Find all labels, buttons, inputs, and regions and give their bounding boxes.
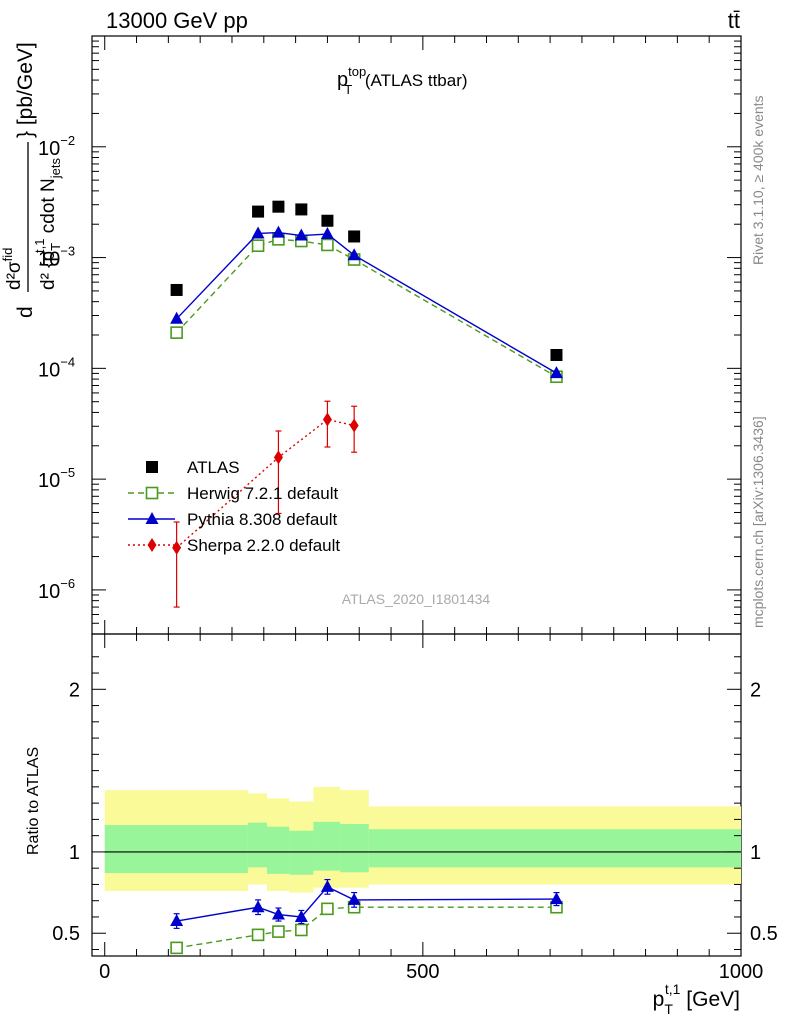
ratio-y-tick-label-right: 1 (750, 842, 761, 864)
pythia-point (271, 225, 285, 238)
ratio-plot-area: 0.5 0.5 1 1 2 2 0 500 1000 (52, 634, 778, 983)
ratio-pythia-point (347, 892, 361, 905)
pythia-point (320, 227, 334, 240)
legend-pythia-label: Pythia 8.308 default (187, 510, 338, 529)
atlas-point (295, 203, 308, 216)
ratio-y-tick-label: 0.5 (52, 923, 80, 945)
ratio-herwig-point (251, 928, 265, 942)
ratio-pythia-point (271, 907, 285, 920)
legend: ATLAS Herwig 7.2.1 default Pythia 8.308 de… (128, 458, 340, 555)
pythia-point (347, 248, 361, 261)
pythia-point (549, 366, 563, 379)
x-tick-label: 1000 (719, 961, 764, 983)
y-tick-label: 10−2 (38, 133, 75, 160)
main-plot-area: 10−6 10−5 10−4 10−3 10−2 (38, 35, 742, 635)
svg-text:d²σfid: d²σfid (0, 248, 25, 290)
y-tick-label: 10−5 (38, 465, 75, 492)
legend-atlas-marker (146, 461, 158, 473)
legend-sherpa-marker (147, 538, 157, 552)
uncertainty-band-stat (104, 825, 248, 874)
ratio-y-tick-label-right: 2 (750, 679, 761, 701)
ratio-herwig-point (170, 941, 183, 955)
ratio-pythia-point (170, 914, 184, 927)
atlas-point (321, 214, 334, 227)
pythia-point (294, 228, 308, 241)
herwig-point (170, 326, 183, 339)
ratio-pythia-point (549, 892, 563, 905)
ratio-y-tick-label: 2 (69, 679, 80, 701)
svg-text:d² {pTt,1 cdot Njets: d² {pTt,1 cdot Njets (32, 158, 63, 290)
legend-pythia-marker (145, 512, 159, 524)
ratio-y-axis-label: Ratio to ATLAS (25, 747, 42, 855)
uncertainty-band-stat (247, 822, 267, 868)
atlas-point (348, 230, 361, 243)
uncertainty-band-stat (266, 826, 290, 874)
ratio-y-tick-label: 1 (69, 842, 80, 864)
ratio-herwig-point (272, 925, 285, 938)
header-process-label: tt̄ (728, 8, 740, 33)
uncertainty-band-stat (340, 823, 369, 873)
y-tick-label: 10−3 (38, 244, 75, 271)
mcplots-label: mcplots.cern.ch [arXiv:1306.3436] (750, 416, 766, 628)
ratio-pythia-point (251, 900, 265, 913)
atlas-point (252, 205, 265, 218)
rivet-label: Rivet 3.1.10, ≥ 400k events (750, 95, 766, 265)
ratio-y-tick-label-right: 0.5 (750, 923, 778, 945)
ratio-pythia-point (294, 909, 308, 922)
atlas-point (272, 200, 285, 213)
uncertainty-band-stat (368, 829, 741, 868)
sherpa-point (322, 412, 332, 427)
uncertainty-band-stat (289, 830, 314, 875)
sherpa-point (273, 450, 283, 465)
plot-title: ptop T (ATLAS ttbar) (337, 64, 468, 97)
pythia-line (176, 231, 557, 374)
atlas-point (170, 283, 183, 296)
x-tick-label: 500 (406, 961, 439, 983)
legend-herwig-label: Herwig 7.2.1 default (187, 484, 338, 503)
sherpa-point (172, 540, 182, 555)
ratio-panel-frame (91, 633, 742, 957)
pythia-point (251, 226, 265, 239)
pythia-point (170, 311, 184, 324)
ratio-pythia-line (176, 886, 557, 922)
ratio-pythia-point (320, 879, 334, 892)
ratio-herwig-point (295, 923, 308, 937)
analysis-watermark: ATLAS_2020_I1801434 (342, 591, 491, 607)
sherpa-line (176, 418, 355, 549)
uncertainty-band-stat (313, 821, 341, 871)
x-tick-label: 0 (99, 961, 110, 983)
y-tick-label: 10−6 (38, 576, 75, 603)
svg-text:d: d (14, 306, 37, 318)
main-y-axis-label: d d²σfid d² {pTt,1 cdot Njets } [pb/GeV] (0, 42, 63, 318)
x-axis-label: pTt,1 [GeV] (653, 981, 740, 1017)
ratio-herwig-point (321, 902, 334, 916)
atlas-point (550, 348, 563, 361)
legend-atlas-label: ATLAS (187, 458, 240, 477)
sherpa-point (349, 418, 359, 433)
legend-sherpa-label: Sherpa 2.2.0 default (187, 536, 340, 555)
herwig-point (321, 238, 334, 252)
y-tick-label: 10−4 (38, 354, 75, 381)
herwig-point (251, 239, 265, 252)
header-energy-label: 13000 GeV pp (106, 8, 248, 33)
legend-herwig-marker (145, 486, 159, 500)
svg-text:} [pb/GeV]: } [pb/GeV] (14, 42, 37, 138)
ratio-herwig-line (176, 906, 557, 949)
